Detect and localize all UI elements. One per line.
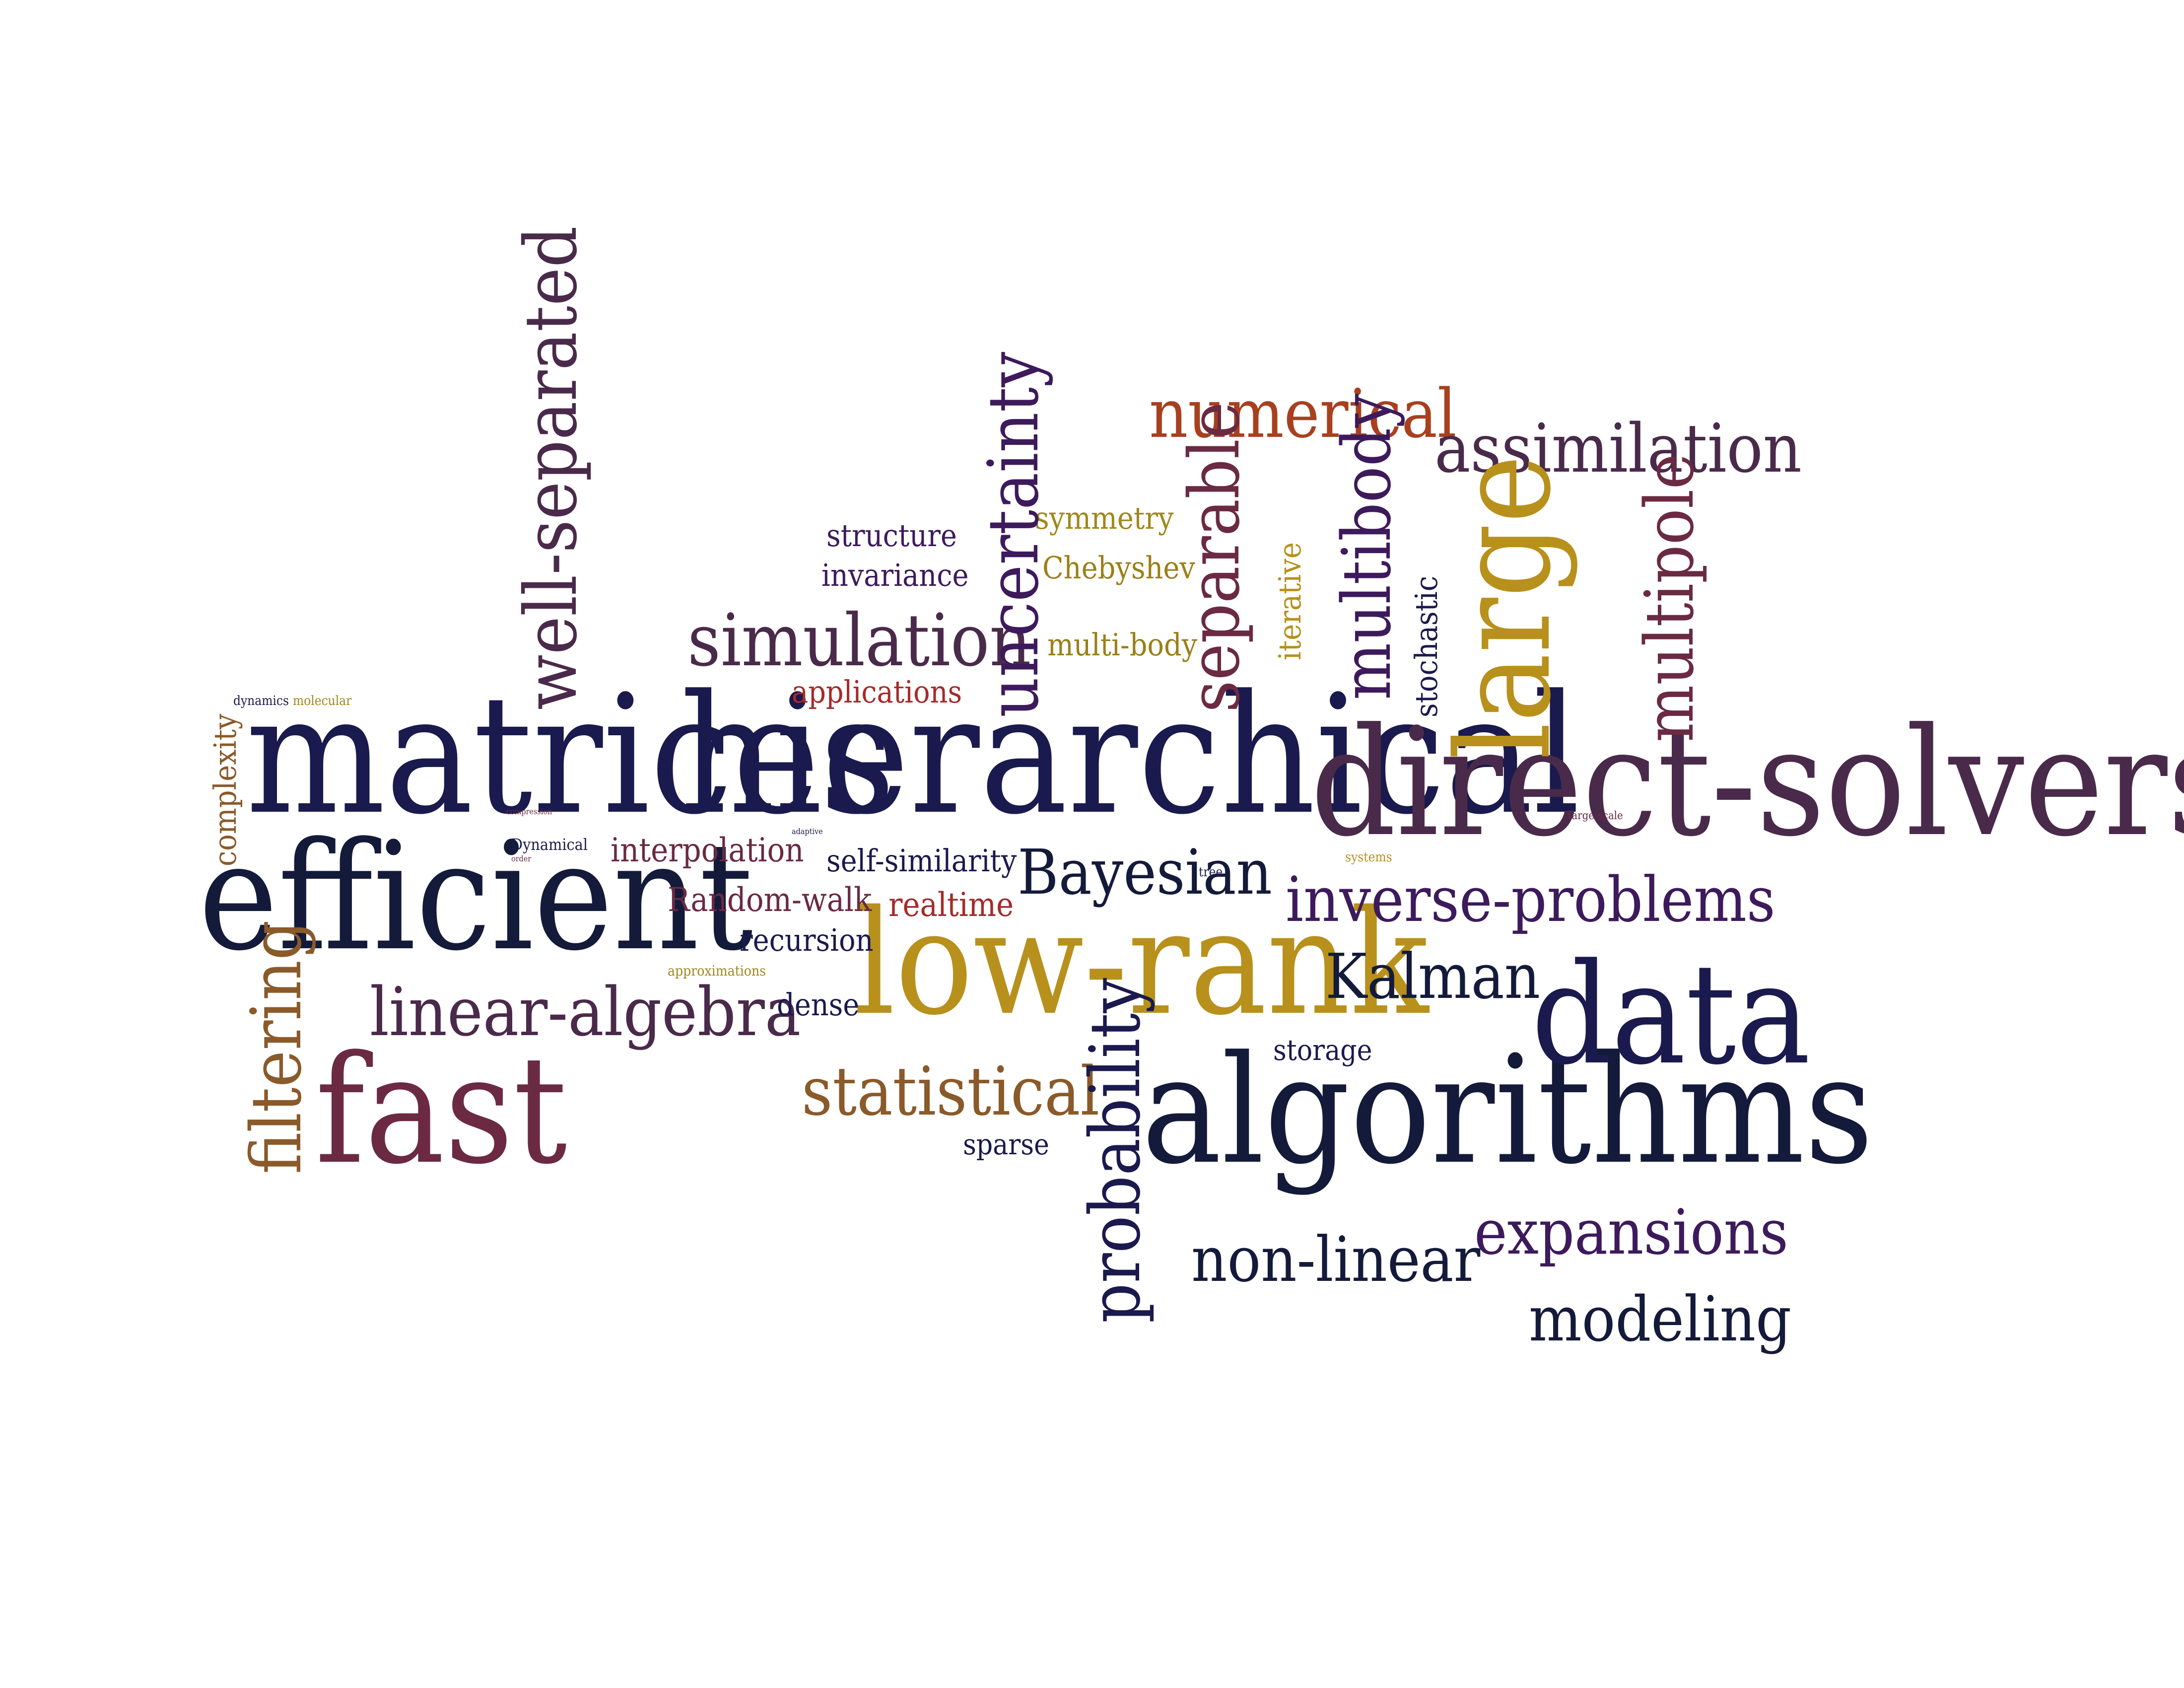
word-filtering: filtering: [236, 920, 317, 1174]
word-order: order: [511, 854, 531, 863]
word-applications: applications: [792, 674, 962, 710]
word-large-scale: large-scale: [1569, 810, 1623, 822]
word-algorithms: algorithms: [1142, 1024, 1873, 1197]
word-recursion: recursion: [740, 922, 873, 958]
word-sparse: sparse: [963, 1127, 1049, 1161]
word-direct-solvers: direct-solvers: [1310, 696, 2184, 869]
word-random-walk: Random-walk: [668, 881, 872, 919]
word-large: large: [1430, 455, 1579, 760]
word-adaptive: adaptive: [792, 827, 823, 836]
word-matrices: matrices: [246, 660, 895, 850]
word-storage: storage: [1273, 1033, 1372, 1067]
word-invariance: invariance: [821, 557, 968, 593]
word-statistical: statistical: [802, 1053, 1099, 1130]
word-realtime: realtime: [888, 886, 1014, 924]
word-multi-body: multi-body: [1047, 627, 1198, 663]
word-inverse-problems: inverse-problems: [1286, 864, 1775, 936]
word-data: data: [1531, 934, 1811, 1096]
word-iterative: iterative: [1272, 542, 1308, 660]
word-chebyshev: Chebyshev: [1042, 550, 1195, 586]
word-symmetry: symmetry: [1035, 500, 1174, 536]
word-dynamics: dynamics: [233, 694, 289, 708]
word-separable: separable: [1174, 402, 1255, 712]
word-multibody: multibody: [1328, 394, 1406, 700]
word-probability: probability: [1075, 978, 1156, 1323]
word-self-similarity: self-similarity: [826, 843, 1017, 879]
word-hierarchical: hierarchical: [680, 660, 1580, 850]
word-bayesian: Bayesian: [1018, 837, 1272, 909]
word-simulation: simulation: [687, 599, 1031, 683]
word-modeling: modeling: [1529, 1283, 1791, 1355]
word-stochastic: stochastic: [1408, 576, 1444, 717]
word-interpolation: interpolation: [611, 831, 804, 869]
word-linear-algebra: linear-algebra: [370, 973, 801, 1051]
word-numerical: numerical: [1149, 375, 1457, 453]
word-approximations: approximations: [668, 963, 766, 979]
word-tree: tree: [1199, 865, 1223, 880]
word-assimilation: assimilation: [1434, 410, 1802, 488]
word-low-rank: low-rank: [854, 880, 1431, 1047]
word-well-separated: well-separated: [509, 226, 593, 710]
word-expansions: expansions: [1474, 1196, 1788, 1268]
word-structure: structure: [826, 517, 957, 554]
word-kalman: Kalman: [1325, 941, 1540, 1013]
word-dense: dense: [777, 986, 859, 1023]
word-complexity: complexity: [207, 713, 243, 866]
word-fast: fast: [315, 1024, 567, 1197]
word-efficient: efficient: [199, 810, 753, 984]
word-compression: compression: [506, 807, 552, 816]
word-non-linear: non-linear: [1191, 1224, 1480, 1296]
word-systems: systems: [1345, 850, 1392, 865]
word-molecular: molecular: [293, 694, 352, 708]
word-dynamical: Dynamical: [511, 835, 588, 854]
word-uncertainty: uncertainty: [973, 352, 1054, 717]
word-multipole: multipole: [1631, 454, 1708, 742]
